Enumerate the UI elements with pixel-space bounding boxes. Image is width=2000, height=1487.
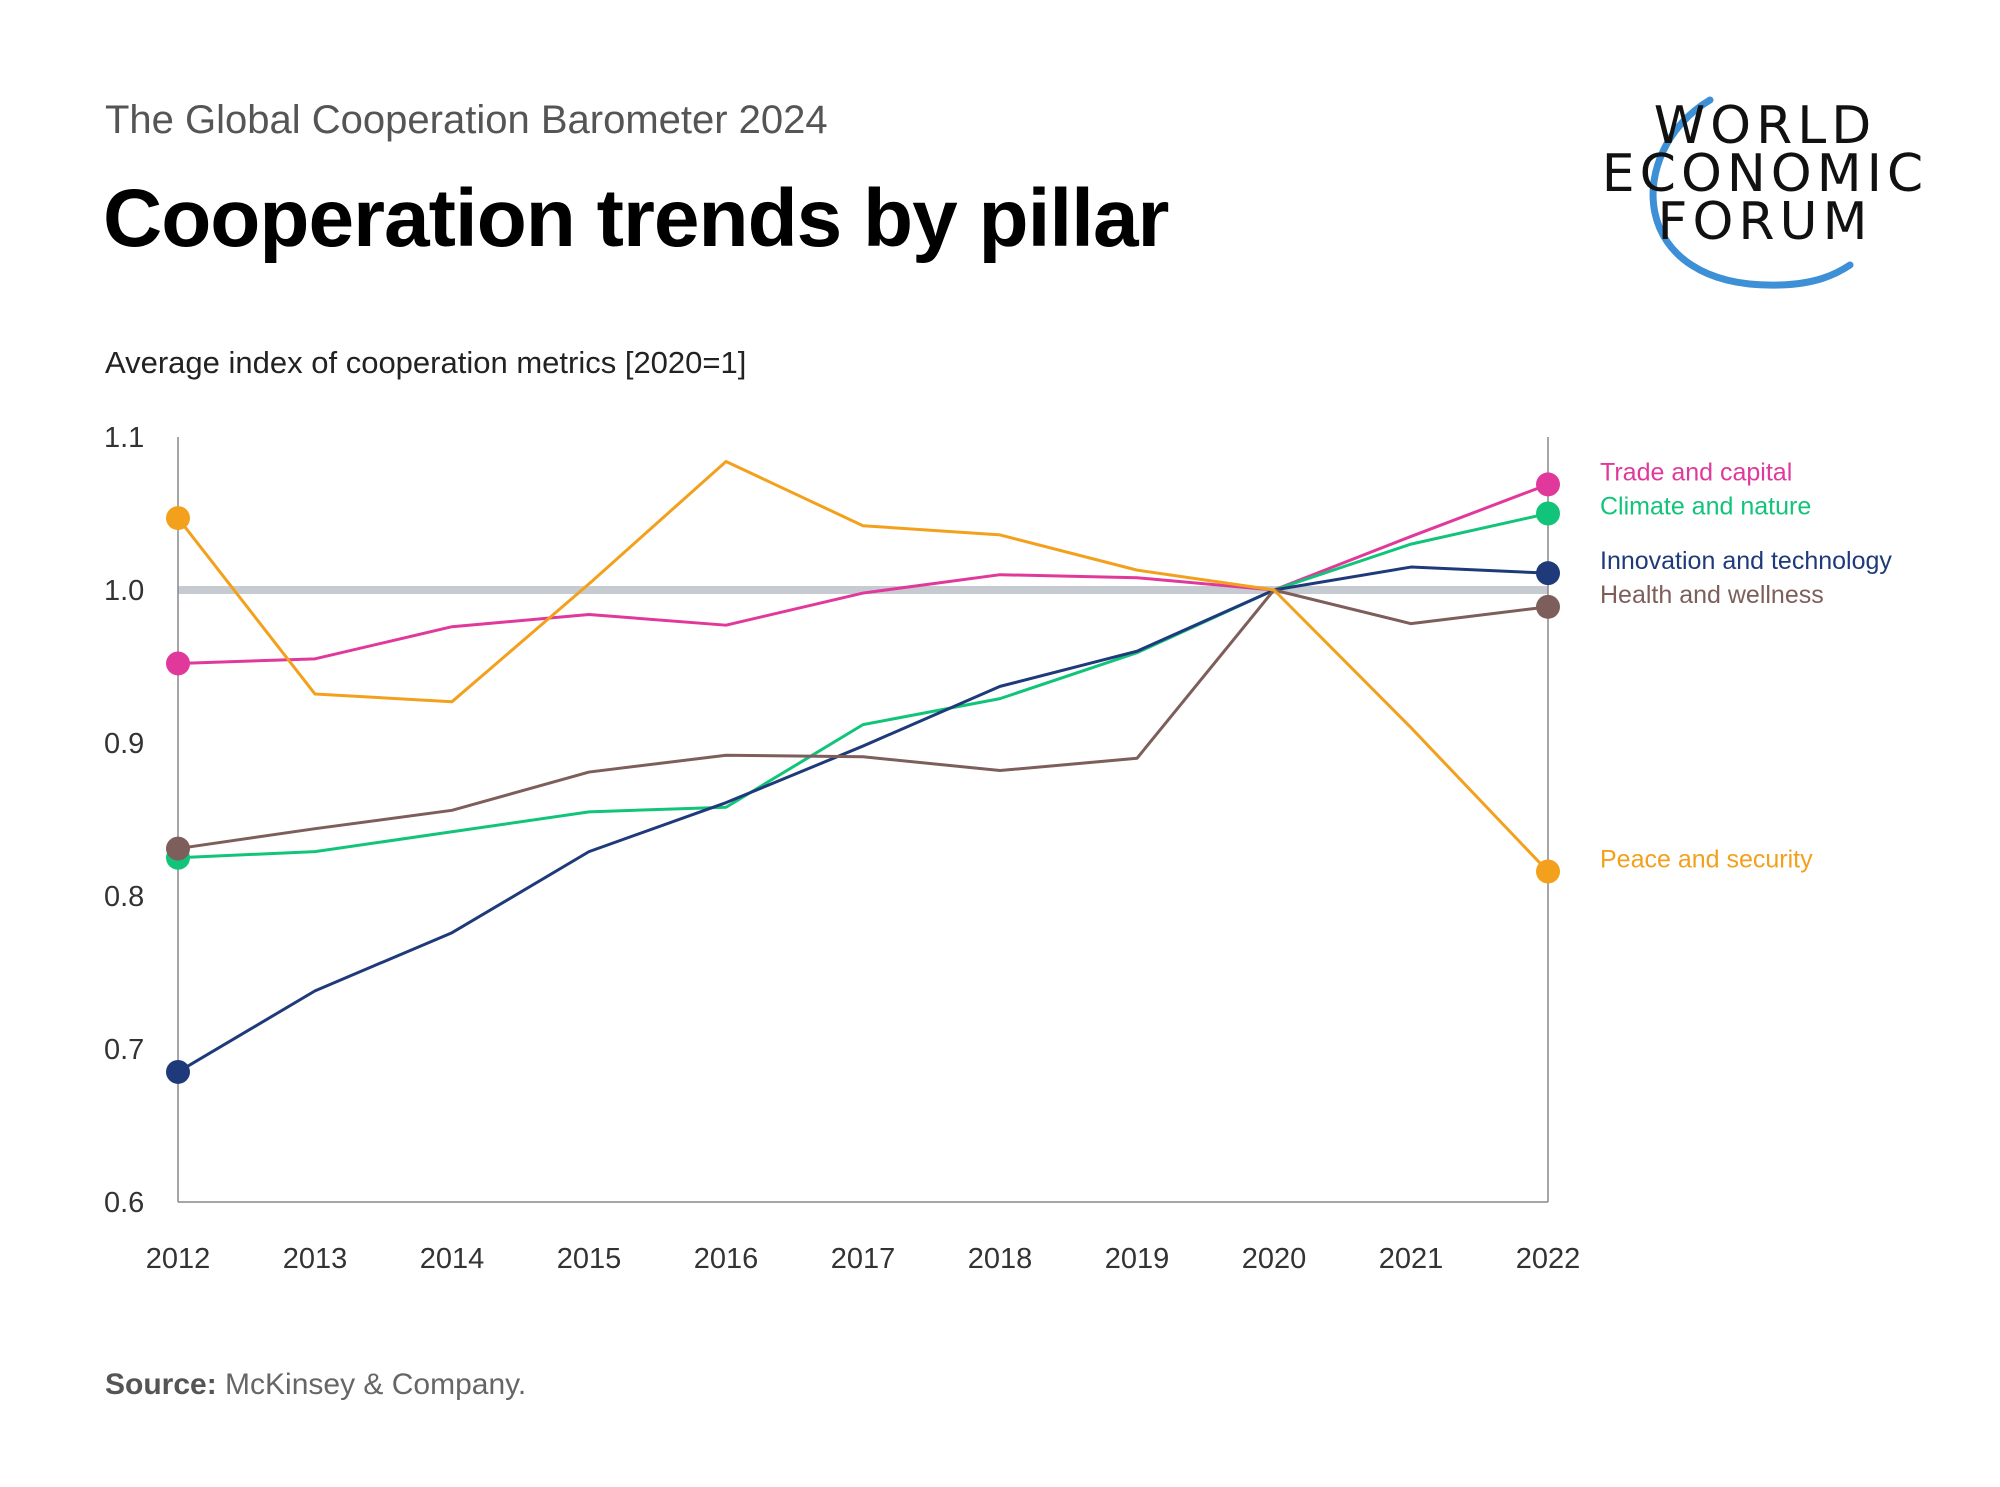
logo-arc-icon	[1649, 96, 1854, 289]
series-end-points	[166, 472, 1560, 1084]
series-line-1	[177, 512, 1549, 860]
y-axis-label: Average index of cooperation metrics [20…	[105, 345, 747, 380]
logo-line-1: WORLD	[1653, 96, 1877, 156]
world-economic-forum-logo: WORLD ECONOMIC FORUM	[1565, 90, 1965, 300]
series-end-point	[1536, 561, 1560, 586]
x-tick-label: 2017	[831, 1243, 896, 1275]
chart-title: Cooperation trends by pillar	[103, 173, 1169, 264]
series-line-0	[177, 483, 1549, 665]
logo-line-3: FORUM	[1657, 192, 1873, 252]
source-label: Source:	[105, 1368, 217, 1401]
series-line-2	[177, 565, 1549, 1074]
x-tick-label: 2015	[557, 1243, 622, 1275]
y-tick-label: 0.9	[104, 728, 144, 760]
legend-label: Health and wellness	[1600, 581, 1824, 609]
series-start-point	[166, 1059, 190, 1084]
x-tick-label: 2019	[1105, 1243, 1170, 1275]
series-line-4	[176, 459, 1550, 873]
x-tick-label: 2021	[1379, 1243, 1444, 1275]
chart-subtitle: The Global Cooperation Barometer 2024	[105, 98, 828, 142]
legend-label: Trade and capital	[1600, 458, 1792, 486]
series-line-3	[177, 588, 1549, 851]
y-tick-label: 1.1	[104, 422, 144, 454]
legend: Trade and capital Climate and nature Innov…	[1600, 458, 1892, 873]
series-end-point	[1536, 859, 1560, 884]
y-tick-label: 0.7	[104, 1034, 144, 1066]
logo-line-2: ECONOMIC	[1601, 144, 1929, 204]
y-tick-label: 0.6	[104, 1187, 144, 1219]
legend-label: Peace and security	[1600, 846, 1813, 874]
x-tick-label: 2022	[1516, 1243, 1581, 1275]
x-tick-label: 2018	[968, 1243, 1033, 1275]
x-tick-label: 2020	[1242, 1243, 1307, 1275]
series-start-point	[166, 651, 190, 676]
series-end-point	[1536, 501, 1560, 526]
x-tick-label: 2014	[420, 1243, 485, 1275]
series-lines	[176, 459, 1550, 1074]
legend-label: Climate and nature	[1600, 492, 1811, 520]
y-tick-label: 1.0	[104, 575, 144, 607]
series-end-point	[1536, 472, 1560, 497]
series-start-point	[166, 506, 190, 531]
series-end-point	[1536, 594, 1560, 619]
series-start-point	[166, 836, 190, 861]
source-text: McKinsey & Company.	[216, 1368, 527, 1401]
legend-label: Innovation and technology	[1600, 547, 1892, 575]
source-note: Source: McKinsey & Company.	[105, 1368, 526, 1402]
y-tick-label: 0.8	[104, 881, 144, 913]
x-tick-label: 2013	[283, 1243, 348, 1275]
x-tick-label: 2012	[146, 1243, 211, 1275]
x-tick-label: 2016	[694, 1243, 759, 1275]
chart-axes: 0.6 0.7 0.8 0.9 1.0 1.1 2012 2013 2014 2015 2016 20…	[104, 422, 1580, 1275]
